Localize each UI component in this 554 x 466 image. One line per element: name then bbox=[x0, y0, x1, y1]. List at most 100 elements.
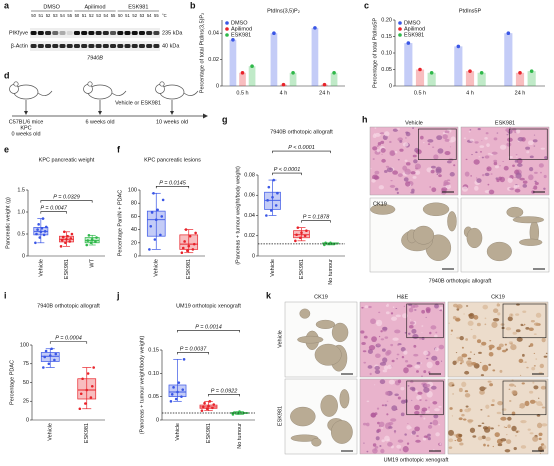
cell bbox=[384, 404, 388, 407]
data-point bbox=[154, 218, 158, 221]
data-point bbox=[266, 199, 269, 202]
image-frame bbox=[369, 197, 459, 273]
blot-band bbox=[37, 44, 44, 48]
p-value: P < 0.0001 bbox=[288, 145, 315, 151]
bar bbox=[270, 33, 278, 86]
data-point bbox=[43, 355, 47, 359]
p-value: P = 0.0329 bbox=[53, 195, 80, 201]
y-tick-label: 1.5 bbox=[17, 187, 25, 193]
label: 24 h bbox=[515, 90, 526, 96]
cell bbox=[380, 132, 385, 135]
data-point bbox=[182, 358, 186, 361]
cell bbox=[405, 137, 407, 139]
cell bbox=[509, 127, 511, 129]
cell bbox=[416, 361, 421, 365]
legend-label: DMSO bbox=[404, 20, 421, 26]
cell bbox=[403, 367, 409, 374]
cell bbox=[502, 161, 505, 162]
cell bbox=[413, 304, 419, 308]
cell bbox=[421, 309, 426, 314]
cell bbox=[477, 128, 481, 131]
cell bbox=[489, 340, 492, 342]
y-tick-label: 0.05 bbox=[148, 394, 159, 400]
y-axis-label: Pancreatic weight (g) bbox=[5, 197, 11, 249]
cell bbox=[396, 358, 398, 360]
blot-band bbox=[95, 44, 102, 48]
cell bbox=[422, 437, 427, 441]
tissue-section bbox=[519, 238, 543, 246]
data-point bbox=[38, 236, 42, 239]
cell bbox=[433, 414, 439, 419]
histology-image bbox=[359, 378, 446, 455]
cell bbox=[374, 127, 377, 129]
cell bbox=[492, 445, 494, 448]
panel-label: c bbox=[364, 0, 369, 10]
y-tick-label: 0.10 bbox=[381, 50, 392, 56]
cell bbox=[484, 155, 490, 159]
significance-bracket bbox=[301, 220, 331, 223]
cell bbox=[389, 140, 392, 144]
cell bbox=[399, 140, 403, 143]
data-point bbox=[161, 198, 165, 202]
cell bbox=[403, 350, 408, 355]
tissue-section bbox=[314, 343, 342, 366]
blot-strip bbox=[30, 28, 160, 38]
data-point bbox=[192, 242, 196, 246]
y-tick-label: 0.15 bbox=[381, 34, 392, 40]
cell bbox=[452, 360, 457, 366]
cell bbox=[390, 418, 397, 422]
cell bbox=[397, 173, 403, 178]
cell bbox=[496, 178, 500, 183]
tissue-section bbox=[320, 394, 338, 417]
cell bbox=[497, 424, 500, 427]
cell bbox=[508, 388, 511, 390]
time-axis-head bbox=[203, 113, 208, 119]
panel-label: g bbox=[222, 114, 228, 124]
data-point bbox=[265, 214, 268, 217]
cell bbox=[468, 131, 471, 133]
data-point bbox=[298, 236, 302, 240]
tissue-section bbox=[506, 206, 524, 218]
tissue-section bbox=[447, 211, 457, 232]
cell bbox=[478, 351, 482, 354]
data-point bbox=[232, 411, 236, 414]
significance-bracket bbox=[272, 150, 331, 154]
data-point bbox=[84, 402, 87, 405]
cell bbox=[385, 304, 389, 307]
cell bbox=[414, 364, 421, 369]
box bbox=[40, 352, 60, 362]
tissue-section bbox=[370, 204, 396, 215]
data-point bbox=[79, 392, 83, 396]
cell bbox=[397, 159, 400, 161]
label: 52 bbox=[89, 13, 94, 18]
label: 40 kDa bbox=[162, 43, 180, 49]
cell bbox=[464, 370, 470, 375]
cell bbox=[492, 369, 496, 372]
data-point bbox=[176, 390, 179, 394]
cell bbox=[464, 390, 469, 393]
cell bbox=[506, 439, 512, 444]
cell bbox=[374, 445, 379, 449]
label: C57BL/6 mice bbox=[9, 119, 44, 125]
cell bbox=[469, 351, 472, 354]
y-tick-label: 0.20 bbox=[381, 17, 392, 23]
cell bbox=[481, 435, 486, 440]
label: 50 bbox=[118, 13, 123, 18]
cell bbox=[390, 343, 394, 347]
cell bbox=[431, 146, 435, 148]
cell bbox=[467, 320, 474, 326]
data-point bbox=[86, 239, 90, 242]
cell bbox=[510, 344, 517, 351]
cell bbox=[475, 177, 478, 179]
cell bbox=[394, 187, 399, 191]
cell bbox=[381, 427, 384, 429]
cell bbox=[518, 358, 524, 363]
data-point bbox=[200, 409, 204, 412]
cell bbox=[493, 137, 498, 141]
cell bbox=[488, 351, 494, 357]
cell bbox=[525, 146, 531, 150]
cell bbox=[514, 177, 516, 179]
cell bbox=[397, 379, 402, 384]
legend-marker bbox=[398, 21, 402, 25]
cell bbox=[449, 146, 452, 148]
